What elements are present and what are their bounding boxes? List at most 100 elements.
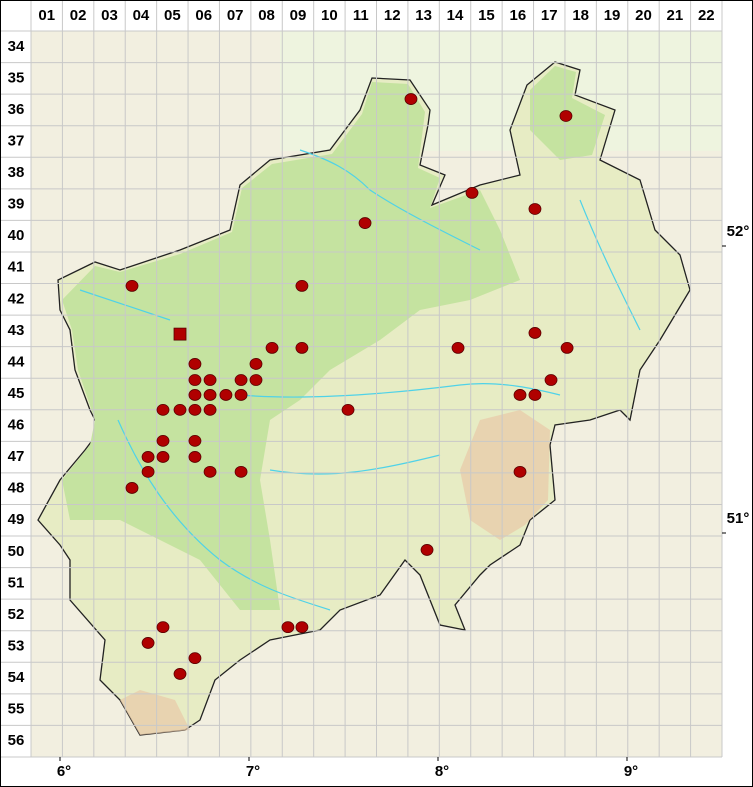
records (125, 93, 574, 680)
record-dot (234, 374, 248, 386)
column-label: 20 (635, 7, 652, 24)
grid (0, 0, 723, 758)
column-label: 11 (353, 7, 369, 24)
record-dot (465, 187, 479, 199)
river (579, 199, 641, 331)
row-label: 50 (8, 543, 25, 560)
record-dot (156, 434, 170, 447)
row-label: 55 (8, 701, 25, 718)
latitude-label: 51° (727, 510, 750, 527)
record-dot (544, 374, 558, 386)
longitude-label: 6° (57, 763, 71, 780)
record-dot (295, 341, 309, 354)
record-dot (188, 389, 202, 401)
record-dot (219, 389, 233, 401)
row-label: 41 (8, 259, 25, 276)
record-dot (265, 341, 279, 354)
upland-area (460, 410, 550, 540)
record-dot (188, 434, 202, 447)
record-dot (203, 465, 217, 478)
record-dot (358, 217, 372, 229)
column-label: 07 (227, 7, 244, 24)
row-label: 45 (8, 385, 25, 402)
state-area (37, 61, 691, 736)
eifel-upland (120, 690, 190, 735)
record-dot (249, 374, 263, 386)
record-dot (528, 389, 542, 401)
record-dot (560, 341, 574, 354)
record-dot (513, 389, 527, 401)
row-label: 47 (8, 448, 25, 465)
row-label: 42 (8, 290, 25, 307)
river (239, 383, 561, 398)
record-dot (188, 358, 202, 370)
record-dot (559, 110, 573, 122)
column-label: 02 (70, 7, 87, 24)
row-label: 49 (8, 511, 25, 528)
record-dot (528, 327, 542, 339)
column-label: 16 (509, 7, 526, 24)
row-label: 44 (8, 353, 25, 370)
column-label: 17 (541, 7, 558, 24)
column-label: 03 (101, 7, 118, 24)
column-label: 15 (478, 7, 495, 24)
row-label: 40 (8, 227, 25, 244)
record-dot (188, 652, 202, 665)
column-label: 08 (258, 7, 275, 24)
column-label: 05 (164, 7, 181, 24)
column-label: 01 (38, 7, 55, 24)
record-square (173, 327, 187, 341)
record-dot (173, 403, 187, 416)
column-label: 14 (447, 7, 464, 24)
labels: 01 02 03 04 05 06 07 08 09 10 11 12 13 14 15 16 17 18 19 20… (8, 7, 750, 780)
record-dot (249, 358, 263, 370)
longitude-label: 8° (435, 763, 449, 780)
row-label: 48 (8, 480, 25, 497)
row-label: 35 (8, 69, 25, 86)
row-label: 37 (8, 132, 25, 149)
record-dot (125, 482, 139, 494)
column-label: 12 (384, 7, 401, 24)
record-dot (203, 374, 217, 386)
record-dot (295, 621, 309, 634)
record-dot (341, 403, 355, 416)
record-dot (188, 451, 202, 463)
row-label: 34 (8, 38, 25, 55)
row-label: 46 (8, 417, 25, 434)
longitude-label: 9° (624, 763, 638, 780)
column-label: 18 (572, 7, 589, 24)
record-dot (173, 668, 187, 680)
record-dot (234, 465, 248, 478)
record-dot (234, 389, 248, 401)
record-dot (141, 465, 155, 478)
row-label: 51 (8, 574, 25, 591)
row-label: 39 (8, 196, 25, 213)
record-dot (156, 621, 170, 634)
column-label: 04 (133, 7, 150, 24)
record-dot (188, 403, 202, 416)
record-dot (156, 403, 170, 416)
record-dot (141, 637, 155, 649)
row-label: 43 (8, 322, 25, 339)
record-dot (156, 451, 170, 463)
row-label: 38 (8, 164, 25, 181)
river (299, 149, 481, 251)
column-label: 09 (290, 7, 307, 24)
latitude-label: 52° (727, 223, 750, 240)
row-label: 56 (8, 732, 25, 749)
record-dot (125, 279, 139, 292)
column-label: 06 (195, 7, 212, 24)
column-label: 13 (415, 7, 432, 24)
record-dot (420, 544, 434, 556)
column-label: 10 (321, 7, 338, 24)
record-dot (451, 341, 465, 354)
lowland-area (62, 82, 520, 610)
record-dot (404, 93, 418, 105)
record-dot (281, 621, 295, 634)
column-label: 19 (604, 7, 621, 24)
row-label: 54 (8, 669, 25, 686)
record-dot (513, 465, 527, 478)
column-label: 21 (667, 7, 684, 24)
